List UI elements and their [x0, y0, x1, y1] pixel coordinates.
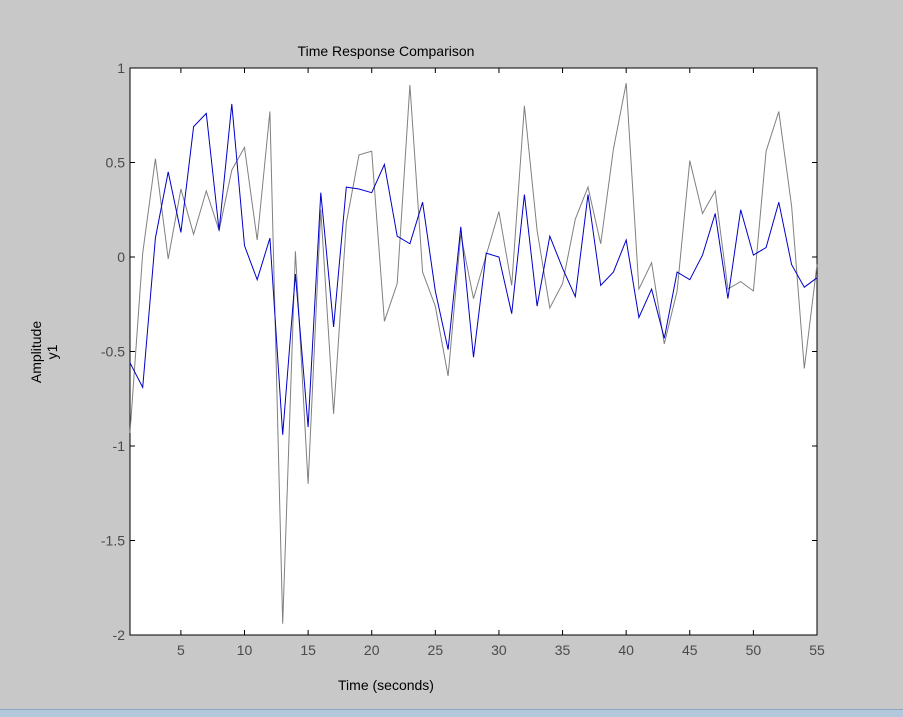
x-axis-title: Time (seconds): [338, 677, 434, 693]
x-tick-label: 5: [177, 642, 185, 658]
output-channel-label: y1: [44, 344, 60, 359]
plot-area: [129, 67, 818, 636]
x-tick-label: 55: [809, 642, 825, 658]
y-tick-label: -1.5: [101, 533, 125, 549]
series-line-blue: [129, 103, 818, 435]
x-tick-label: 45: [682, 642, 698, 658]
y-tick-label: 0: [117, 249, 125, 265]
y-tick-labels: 1 0.5 0 -0.5 -1 -1.5 -2: [101, 60, 125, 643]
x-tick-label: 10: [237, 642, 253, 658]
x-tick-label: 20: [364, 642, 380, 658]
x-tick-label: 25: [428, 642, 444, 658]
y-tick-label: -0.5: [101, 344, 125, 360]
y-tick-label: 0.5: [106, 155, 126, 171]
window-bottom-edge: [0, 709, 903, 717]
x-tick-label: 40: [618, 642, 634, 658]
x-tick-labels: 5 10 15 20 25 30 35 40 45 50 55: [177, 642, 825, 658]
x-tick-label: 50: [746, 642, 762, 658]
series-line-gray: [129, 83, 818, 624]
chart-title: Time Response Comparison: [298, 43, 475, 59]
y-axis-title: Amplitude: [28, 321, 44, 383]
series-group: [129, 83, 818, 624]
x-tick-label: 15: [300, 642, 316, 658]
y-tick-label: 1: [117, 60, 125, 76]
y-tick-label: -2: [113, 627, 126, 643]
y-tick-label: -1: [113, 438, 126, 454]
x-tick-label: 30: [491, 642, 507, 658]
x-tick-label: 35: [555, 642, 571, 658]
tick-marks: [130, 67, 818, 636]
